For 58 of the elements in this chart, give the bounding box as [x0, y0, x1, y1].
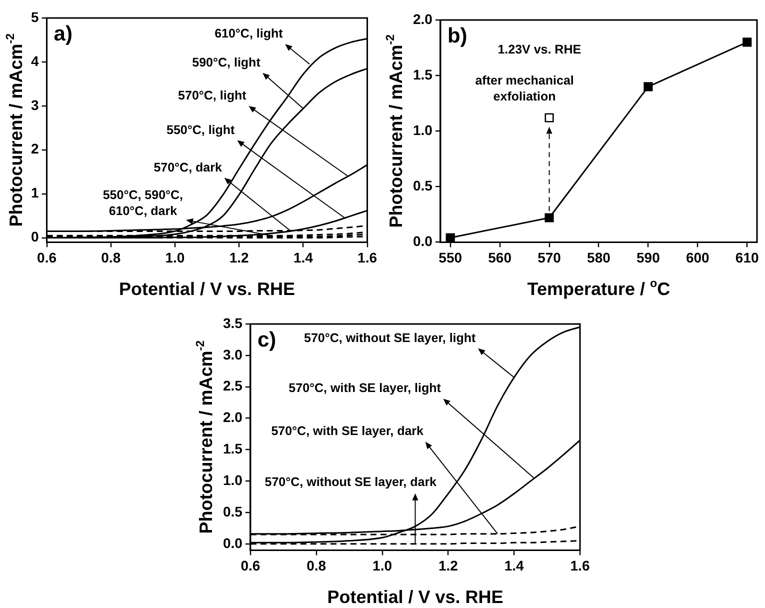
x-tick-label: 1.0 — [165, 249, 185, 266]
y-tick-label: 0.0 — [412, 233, 433, 250]
y-tick-label: 1 — [30, 184, 39, 201]
y-tick-label: 2 — [30, 140, 39, 157]
x-tick-label: 550 — [438, 249, 462, 266]
annotation: 610°C, light — [214, 26, 284, 41]
chart-title: c) — [257, 328, 276, 352]
y-tick-label: 1.0 — [412, 122, 433, 138]
annotation: 570°C, with SE layer, light — [288, 381, 442, 396]
x-tick-label: 1.2 — [229, 249, 250, 266]
y-tick-label: 1.0 — [222, 472, 243, 488]
y-tick-label: 2.0 — [222, 409, 243, 426]
y-tick-label: 3.5 — [222, 314, 243, 331]
x-tick-label: 580 — [587, 249, 611, 266]
x-tick-label: 0.8 — [101, 249, 121, 266]
x-tick-label: 0.8 — [306, 557, 326, 574]
annotation: 570°C, light — [178, 88, 248, 103]
x-tick-label: 1.6 — [358, 249, 378, 266]
annotation: 570°C, dark — [154, 160, 222, 174]
x-tick-label: 1.6 — [570, 557, 590, 574]
chart-title: a) — [54, 22, 72, 46]
annotation: after mechanical exfoliation — [475, 73, 574, 104]
annotation: 570°C, without SE layer, dark — [264, 474, 437, 489]
y-tick-label: 2.5 — [222, 378, 243, 394]
y-tick-label: 5 — [30, 8, 39, 25]
y-tick-label: 3 — [30, 96, 39, 113]
x-tick-label: 1.4 — [293, 249, 314, 266]
x-axis-title: Potential / V vs. RHE — [327, 587, 504, 607]
y-tick-label: 0 — [30, 228, 39, 245]
y-tick-label: 0.0 — [222, 534, 243, 551]
annotation: 570°C, without SE layer, light — [304, 330, 477, 345]
x-tick-label: 600 — [686, 249, 710, 266]
x-tick-label: 610 — [735, 249, 759, 266]
y-tick-label: 2.0 — [412, 10, 433, 27]
x-tick-label: 1.0 — [372, 557, 392, 574]
x-tick-label: 0.6 — [37, 249, 57, 266]
annotation: 550°C, 590°C, 610°C, dark — [102, 188, 184, 218]
x-tick-label: 0.6 — [240, 557, 260, 574]
y-axis-title: Photocurrent / mAcm-2 — [194, 340, 216, 534]
annotation: 570°C, with SE layer, dark — [271, 424, 424, 438]
annotation: 550°C, light — [166, 122, 236, 137]
x-axis-title: Potential / V vs. RHE — [119, 279, 296, 299]
y-axis-title: Photocurrent / mAcm-2 — [384, 34, 406, 228]
y-tick-label: 0.5 — [222, 503, 243, 520]
annotation: 590°C, light — [192, 55, 262, 70]
y-tick-label: 1.5 — [222, 440, 243, 457]
x-tick-label: 1.4 — [504, 557, 524, 574]
y-tick-label: 4 — [30, 52, 39, 69]
y-tick-label: 1.5 — [412, 66, 433, 82]
x-tick-label: 570 — [538, 249, 562, 266]
x-tick-label: 590 — [636, 249, 660, 266]
chart-title: b) — [447, 24, 468, 48]
x-tick-label: 560 — [488, 249, 512, 266]
y-axis-title: Photocurrent / mAcm-2 — [4, 32, 26, 227]
annotation: 1.23V vs. RHE — [498, 42, 582, 56]
x-tick-label: 1.2 — [438, 557, 458, 574]
y-tick-label: 0.5 — [412, 178, 433, 194]
y-tick-label: 3.0 — [222, 346, 243, 362]
